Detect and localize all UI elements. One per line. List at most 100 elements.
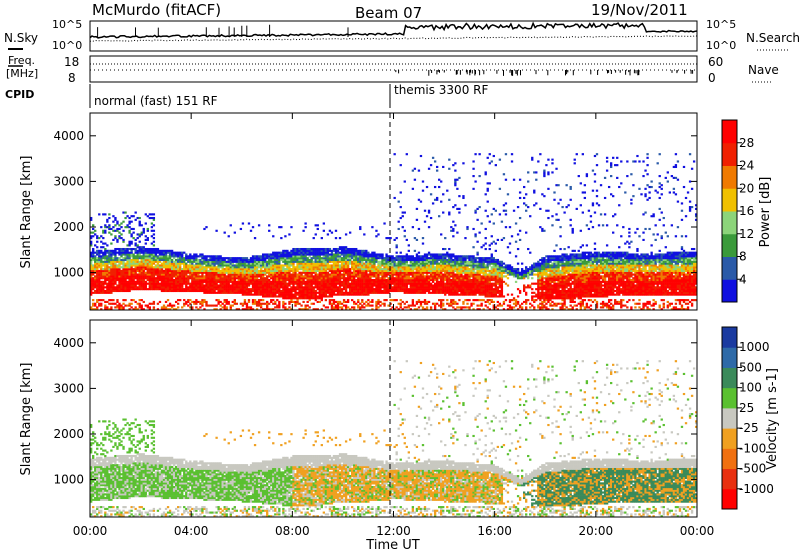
power-cell	[320, 295, 323, 298]
power-cell	[181, 278, 184, 282]
power-cell	[369, 286, 372, 289]
power-cell	[174, 288, 178, 291]
power-cell	[348, 289, 352, 293]
power-cell	[302, 275, 305, 278]
power-cell	[340, 266, 344, 269]
power-cell	[100, 308, 103, 310]
power-cell	[276, 260, 279, 263]
power-cell	[462, 257, 465, 260]
power-cell	[223, 231, 226, 234]
power-cell	[189, 271, 192, 274]
power-cell	[284, 275, 287, 278]
power-cell	[215, 271, 218, 274]
power-cell	[92, 291, 95, 294]
power-cell	[300, 308, 303, 310]
power-cell	[421, 264, 425, 267]
power-cell	[314, 273, 317, 276]
power-cell	[276, 289, 279, 293]
power-cell	[126, 262, 129, 265]
power-cell	[264, 264, 267, 267]
power-cell	[393, 286, 396, 289]
power-cell	[413, 262, 417, 265]
power-cell	[454, 169, 457, 172]
power-cell	[150, 302, 154, 305]
power-cell	[114, 266, 117, 269]
power-cell	[233, 278, 236, 282]
power-cell	[446, 302, 449, 305]
power-cell	[164, 257, 168, 260]
power-cell	[223, 284, 226, 287]
power-cell	[452, 253, 455, 256]
power-cell	[290, 275, 293, 278]
power-cell	[442, 260, 445, 263]
power-cell	[195, 268, 198, 271]
power-cell	[421, 268, 425, 271]
power-cell	[94, 302, 97, 305]
power-cell	[355, 293, 358, 296]
power-cell	[148, 302, 151, 305]
power-cell	[114, 277, 117, 280]
power-cell	[298, 284, 301, 287]
power-cell	[288, 293, 291, 296]
power-cell	[174, 280, 178, 283]
power-cell	[458, 195, 461, 198]
power-cell	[367, 280, 370, 283]
power-cell	[278, 258, 281, 262]
power-cell	[110, 271, 113, 274]
power-cell	[128, 260, 131, 263]
power-cell	[106, 262, 109, 265]
power-cell	[272, 286, 275, 289]
power-cell	[298, 258, 301, 262]
power-cell	[405, 258, 408, 262]
power-cell	[314, 233, 317, 236]
power-cell	[154, 278, 158, 282]
power-cell	[435, 288, 439, 291]
power-cell	[369, 268, 372, 271]
power-cell	[259, 293, 263, 296]
power-cell	[144, 238, 147, 241]
power-cell	[401, 258, 404, 262]
power-cell	[223, 289, 226, 293]
power-cell	[94, 264, 97, 267]
power-cell	[189, 253, 192, 256]
power-cell	[177, 282, 180, 285]
power-cell	[138, 275, 141, 278]
power-cell	[353, 308, 356, 310]
power-cell	[284, 297, 287, 300]
power-cell	[233, 302, 236, 305]
power-cell	[448, 262, 451, 265]
power-cell	[292, 269, 295, 272]
power-cell	[189, 257, 192, 260]
power-cell	[241, 264, 245, 267]
power-cell	[431, 291, 435, 294]
power-cell	[241, 302, 245, 305]
power-cell	[164, 300, 168, 304]
power-cell	[138, 269, 141, 272]
power-cell	[427, 209, 431, 212]
power-cell	[444, 264, 447, 267]
power-cell	[134, 264, 137, 267]
power-cell	[332, 308, 336, 310]
power-cell	[148, 271, 151, 274]
power-cell	[399, 277, 402, 280]
power-cell	[407, 249, 410, 252]
power-cell	[96, 271, 99, 274]
noise-search-label: N.Search	[746, 31, 800, 45]
power-cell	[142, 271, 145, 274]
power-cell	[225, 275, 228, 278]
power-cell	[160, 266, 164, 269]
power-cell	[229, 268, 232, 271]
power-cell	[365, 284, 368, 287]
power-cell	[334, 255, 338, 258]
power-cell	[197, 262, 200, 265]
power-cell	[253, 278, 257, 282]
power-cell	[395, 268, 398, 271]
power-cell	[393, 196, 396, 200]
power-cell	[332, 291, 336, 294]
power-cell	[458, 269, 461, 272]
power-cell	[383, 284, 386, 287]
power-cell	[322, 262, 326, 265]
power-cell	[185, 286, 188, 289]
power-cell	[162, 289, 166, 293]
power-cell	[344, 293, 348, 296]
